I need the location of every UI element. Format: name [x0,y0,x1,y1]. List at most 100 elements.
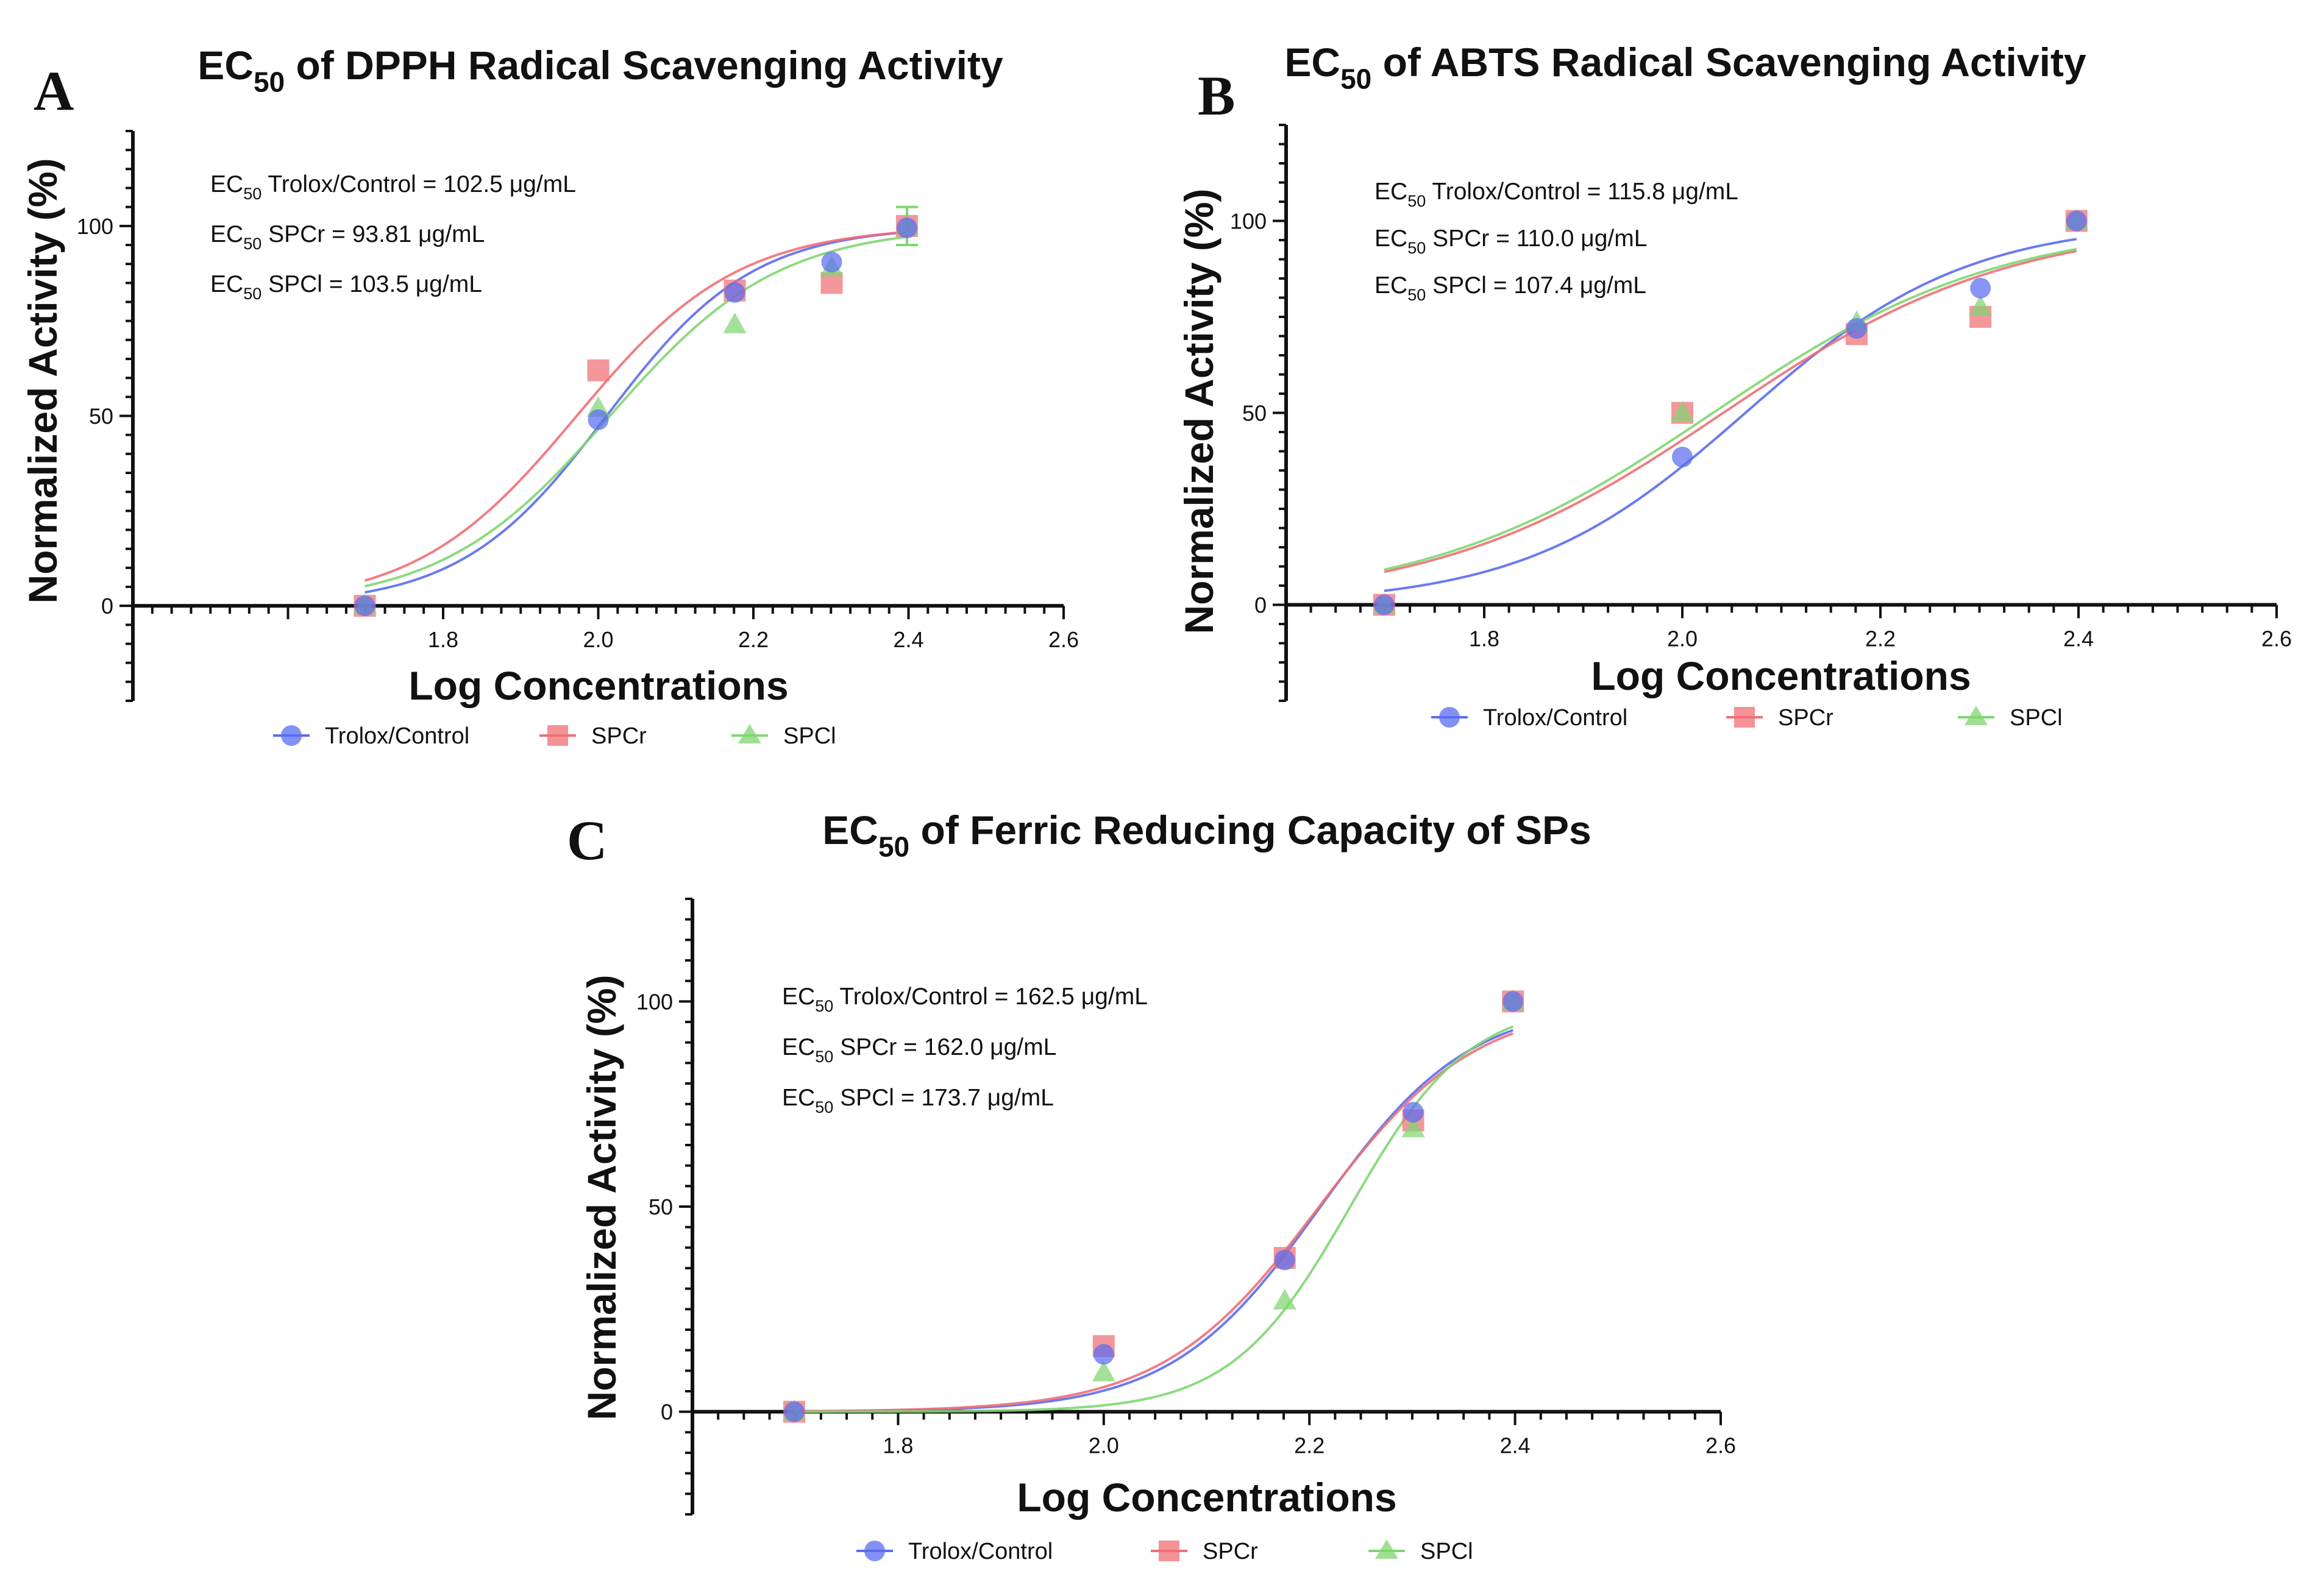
ec50-annotation-prefix: EC [1374,272,1407,299]
data-point-trolox-control [1274,1249,1295,1271]
y-tick-label: 0 [101,594,113,619]
data-point-trolox-control [724,282,745,303]
fit-curve-spcl [1384,247,2077,571]
ec50-annotation-subscript: 50 [1407,286,1426,304]
ec50-annotation-text: SPCl = 173.7 μg/mL [833,1085,1054,1111]
y-tick-label: 50 [1242,401,1267,426]
ec50-annotation: EC50 SPCl = 107.4 μg/mL [1374,272,1646,304]
legend-marker-square [1159,1541,1179,1561]
data-point-trolox-control [1093,1344,1114,1365]
chart-panel-c: C EC50 of Ferric Reducing Capacity of SPs… [567,807,1736,1564]
ec50-annotation: EC50 SPCr = 162.0 μg/mL [782,1034,1056,1066]
x-axis-title: Log Concentrations [1017,1475,1396,1520]
x-tick-label: 1.8 [1469,626,1499,651]
x-axis-title: Log Concentrations [1591,653,1971,698]
fit-curve-spcr [364,230,908,582]
x-tick-label: 2.6 [1705,1433,1736,1458]
data-point-trolox-control [896,217,917,238]
ec50-annotation: EC50 SPCl = 103.5 μg/mL [210,271,482,303]
x-tick-label: 2.2 [1865,626,1896,651]
ec50-annotation-prefix: EC [210,171,243,197]
y-axis-title: Normalized Activity (%) [20,158,65,603]
legend-label: Trolox/Control [1483,705,1627,731]
legend-label: SPCr [1203,1539,1258,1564]
x-tick-label: 2.0 [583,627,613,652]
data-point-spcl [723,312,747,333]
data-point-trolox-control [784,1401,805,1422]
ec50-annotation-prefix: EC [210,271,243,297]
legend-label: SPCr [591,723,647,749]
ec50-annotation-text: SPCr = 110.0 μg/mL [1426,225,1647,252]
data-point-trolox-control [1846,317,1867,339]
legend-label: Trolox/Control [325,723,469,749]
x-axis-title: Log Concentrations [408,663,788,708]
legend-marker-circle [864,1541,885,1561]
legend-marker-circle [1439,707,1460,728]
x-tick-label: 2.2 [1294,1433,1325,1458]
ec50-annotation: EC50 Trolox/Control = 162.5 μg/mL [782,984,1148,1015]
y-tick-label: 100 [636,989,673,1014]
chart-title: EC50 of DPPH Radical Scavenging Activity [197,43,1003,98]
legend-marker-triangle [1375,1539,1398,1559]
x-tick-label: 1.8 [883,1433,913,1458]
data-point-trolox-control [1373,594,1395,615]
chart-title: EC50 of Ferric Reducing Capacity of SPs [822,807,1591,863]
x-tick-label: 2.0 [1667,626,1698,651]
y-tick-label: 50 [89,404,113,429]
ec50-annotation: EC50 Trolox/Control = 115.8 μg/mL [1374,179,1738,210]
ec50-annotation-text: SPCr = 93.81 μg/mL [261,221,485,247]
ec50-annotation-subscript: 50 [815,1048,833,1066]
x-tick-label: 1.8 [428,627,458,652]
x-tick-label: 2.0 [1089,1433,1119,1458]
legend-label: SPCl [783,723,836,749]
fit-curve-trolox-control [1384,238,2077,592]
ec50-annotation: EC50 Trolox/Control = 102.5 μg/mL [210,171,576,203]
ec50-annotation-subscript: 50 [1407,239,1426,257]
ec50-annotation: EC50 SPCl = 173.7 μg/mL [782,1085,1054,1116]
legend-marker-triangle [1965,706,1988,725]
x-tick-label: 2.6 [1048,627,1079,652]
legend-marker-triangle [738,724,761,743]
legend-label: Trolox/Control [908,1539,1053,1564]
ec50-annotation-text: SPCr = 162.0 μg/mL [833,1034,1056,1060]
data-point-trolox-control [588,409,609,430]
ec50-annotation-subscript: 50 [243,235,261,253]
data-point-trolox-control [2066,210,2087,232]
panel-letter: A [34,60,74,122]
x-tick-label: 2.4 [2063,626,2094,651]
data-point-spcl [1273,1288,1296,1310]
ec50-annotation-text: Trolox/Control = 162.5 μg/mL [833,984,1148,1010]
chart-title-prefix: EC [197,43,254,88]
y-axis-title: Normalized Activity (%) [1176,188,1222,634]
ec50-annotation-prefix: EC [1374,179,1407,205]
ec50-annotation-subscript: 50 [815,997,833,1015]
ec50-annotation-prefix: EC [210,221,243,247]
legend-label: SPCl [1420,1539,1473,1564]
y-tick-label: 0 [661,1400,673,1425]
chart-title-prefix: EC [1284,40,1340,85]
x-tick-label: 2.2 [738,627,769,652]
x-tick-label: 2.6 [2261,626,2292,651]
x-tick-label: 2.4 [893,627,923,652]
y-tick-label: 100 [77,214,113,239]
chart-title-subscript: 50 [878,831,909,863]
fit-curve-spcr [1384,249,2077,573]
legend-marker-square [1734,707,1755,728]
x-tick-label: 2.4 [1500,1433,1531,1458]
y-tick-label: 100 [1230,209,1267,234]
ec50-annotation-subscript: 50 [243,285,261,303]
data-point-trolox-control [1403,1102,1424,1123]
data-point-trolox-control [354,595,375,617]
ec50-annotation-prefix: EC [782,1034,815,1060]
chart-title-text: of ABTS Radical Scavenging Activity [1371,40,2086,85]
ec50-annotation-subscript: 50 [815,1098,833,1116]
chart-title-text: of DPPH Radical Scavenging Activity [285,43,1003,88]
legend-label: SPCl [2010,705,2063,731]
data-point-spcl [1092,1360,1115,1381]
legend-marker-circle [281,725,302,746]
chart-title: EC50 of ABTS Radical Scavenging Activity [1284,40,2086,95]
y-axis-title: Normalized Activity (%) [579,974,624,1420]
data-point-trolox-control [1970,277,1991,299]
